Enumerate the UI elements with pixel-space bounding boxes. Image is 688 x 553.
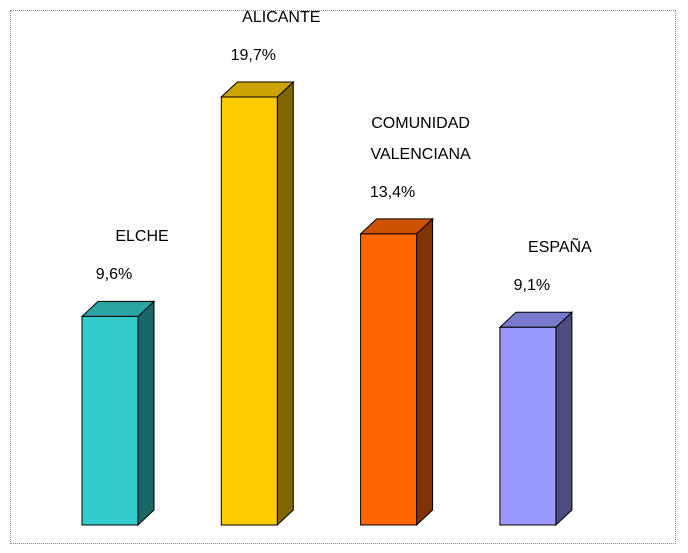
value-label: 13,4%: [369, 183, 416, 201]
value-label: 19,7%: [230, 47, 276, 64]
bar-side: [416, 217, 434, 527]
bar-side: [276, 80, 294, 527]
bar: [499, 326, 557, 526]
bar: [220, 96, 278, 526]
bar: [360, 233, 418, 526]
bar-side: [137, 300, 155, 527]
bar-side: [555, 311, 573, 527]
category-label: ELCHE: [115, 228, 169, 246]
chart-frame: [10, 10, 676, 544]
category-label: ESPAÑA: [528, 239, 592, 257]
category-label: ALICANTE: [242, 9, 321, 26]
value-label: 9,6%: [95, 266, 133, 284]
value-label: 9,1%: [513, 277, 551, 295]
bar: [81, 315, 139, 526]
category-label: COMUNIDAD VALENCIANA: [370, 114, 471, 163]
